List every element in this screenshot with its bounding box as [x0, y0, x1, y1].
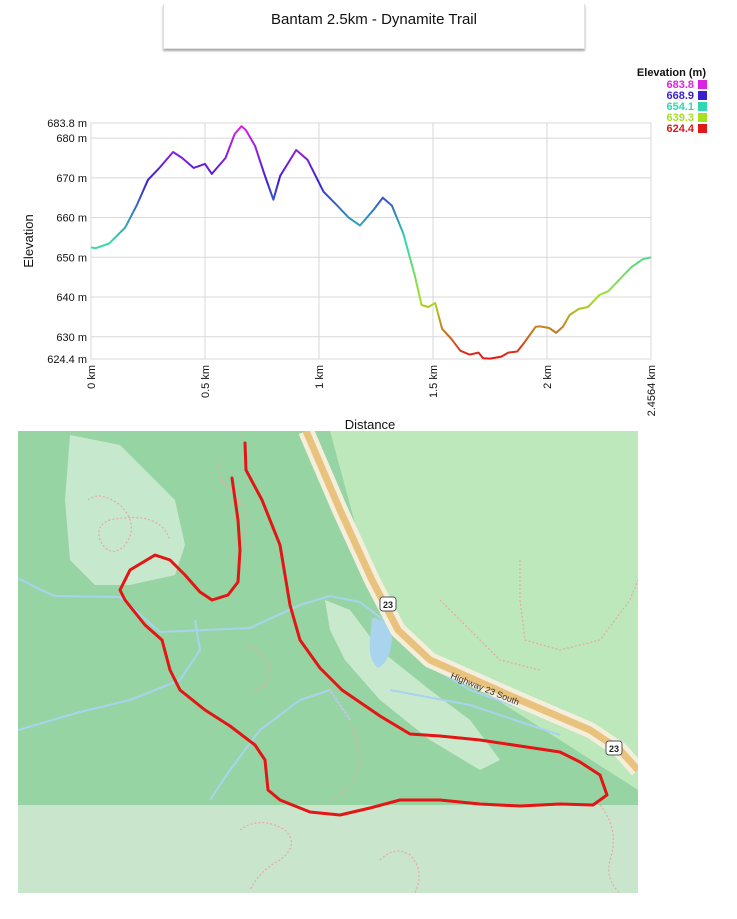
- clearing-area: [65, 435, 185, 585]
- chart-title: Bantam 2.5km - Dynamite Trail: [271, 11, 477, 28]
- legend-swatch: [698, 80, 707, 89]
- legend-entry-label: 654.1: [666, 101, 694, 113]
- footpath: [599, 804, 621, 893]
- x-axis-label: Distance: [345, 417, 396, 432]
- stream: [18, 619, 202, 731]
- footpath: [329, 689, 361, 801]
- highway-shield: 23: [379, 596, 397, 612]
- x-tick-label: 2.4564 km: [646, 365, 658, 416]
- legend-swatch: [698, 124, 707, 133]
- highway-shield-text: 23: [383, 600, 393, 610]
- legend-swatch: [698, 102, 707, 111]
- stream: [209, 688, 351, 801]
- legend-entry-label: 624.4: [666, 123, 694, 135]
- footpath: [519, 560, 638, 651]
- legend-swatch: [698, 113, 707, 122]
- footpath: [218, 459, 256, 547]
- park-area: [330, 431, 638, 790]
- highway-shield-text: 23: [609, 744, 619, 754]
- x-tick-label: 2 km: [542, 365, 554, 389]
- y-tick-label: 624.4 m: [47, 354, 87, 366]
- x-tick-label: 1 km: [314, 365, 326, 389]
- legend-swatch: [698, 91, 707, 100]
- open-field-area: [18, 805, 638, 893]
- y-tick-label: 640 m: [56, 292, 87, 304]
- footpath: [87, 495, 171, 552]
- x-tick-label: 0.5 km: [200, 365, 212, 398]
- x-tick-label: 1.5 km: [428, 365, 440, 398]
- highway-label: Highway 23 South: [449, 671, 520, 708]
- y-tick-label: 660 m: [56, 213, 87, 225]
- highway-casing: [298, 431, 638, 776]
- title-panel: Bantam 2.5km - Dynamite Trail: [163, 4, 585, 49]
- y-tick-label: 683.8 m: [47, 118, 87, 130]
- legend-entry-label: 683.8: [666, 79, 694, 91]
- pond: [369, 618, 392, 668]
- highway: [302, 431, 638, 773]
- legend-entry-label: 668.9: [666, 90, 694, 102]
- y-axis-label: Elevation: [21, 214, 36, 267]
- elevation-profile-line: [90, 125, 652, 360]
- x-tick-label: 0 km: [86, 365, 98, 389]
- forest-area: [18, 431, 638, 893]
- y-tick-label: 630 m: [56, 332, 87, 344]
- footpath: [239, 821, 292, 891]
- legend-title: Elevation (m): [637, 67, 706, 79]
- clearing-area: [325, 600, 500, 770]
- footpath: [379, 850, 420, 893]
- trail-route: [118, 441, 609, 817]
- plot-area: [90, 122, 652, 360]
- footpath: [439, 599, 541, 671]
- elevation-chart: 624.4 m 630 m 640 m 650 m 660 m 670 m 680 m 683…: [21, 67, 707, 432]
- legend-entry-label: 639.3: [666, 112, 694, 124]
- footpath: [244, 644, 271, 691]
- stream: [389, 689, 561, 736]
- y-tick-label: 650 m: [56, 252, 87, 264]
- y-tick-label: 680 m: [56, 133, 87, 145]
- stream: [18, 577, 601, 739]
- y-tick-label: 670 m: [56, 173, 87, 185]
- highway-shield: 23: [605, 740, 623, 756]
